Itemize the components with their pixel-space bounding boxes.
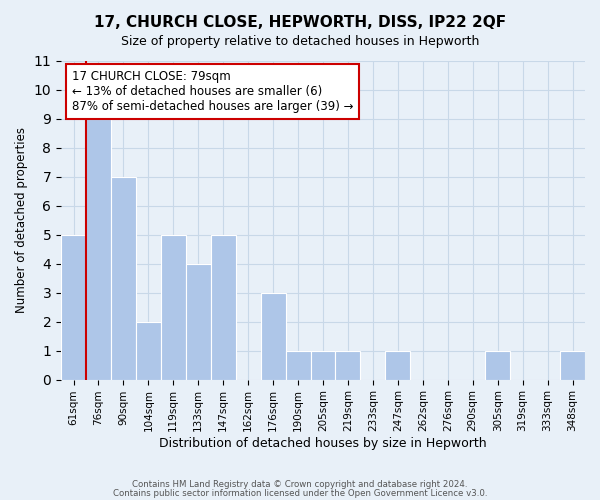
Bar	[311, 350, 335, 380]
Bar	[560, 350, 585, 380]
Bar	[61, 234, 86, 380]
Bar	[211, 234, 236, 380]
Bar	[335, 350, 361, 380]
Bar	[186, 264, 211, 380]
Bar	[136, 322, 161, 380]
Bar	[111, 176, 136, 380]
Bar	[286, 350, 311, 380]
Text: Contains public sector information licensed under the Open Government Licence v3: Contains public sector information licen…	[113, 489, 487, 498]
Text: Contains HM Land Registry data © Crown copyright and database right 2024.: Contains HM Land Registry data © Crown c…	[132, 480, 468, 489]
Bar	[260, 292, 286, 380]
X-axis label: Distribution of detached houses by size in Hepworth: Distribution of detached houses by size …	[159, 437, 487, 450]
Bar	[485, 350, 510, 380]
Text: 17, CHURCH CLOSE, HEPWORTH, DISS, IP22 2QF: 17, CHURCH CLOSE, HEPWORTH, DISS, IP22 2…	[94, 15, 506, 30]
Bar	[86, 118, 111, 380]
Text: 17 CHURCH CLOSE: 79sqm
← 13% of detached houses are smaller (6)
87% of semi-deta: 17 CHURCH CLOSE: 79sqm ← 13% of detached…	[71, 70, 353, 113]
Bar	[161, 234, 186, 380]
Bar	[385, 350, 410, 380]
Text: Size of property relative to detached houses in Hepworth: Size of property relative to detached ho…	[121, 35, 479, 48]
Y-axis label: Number of detached properties: Number of detached properties	[15, 127, 28, 313]
